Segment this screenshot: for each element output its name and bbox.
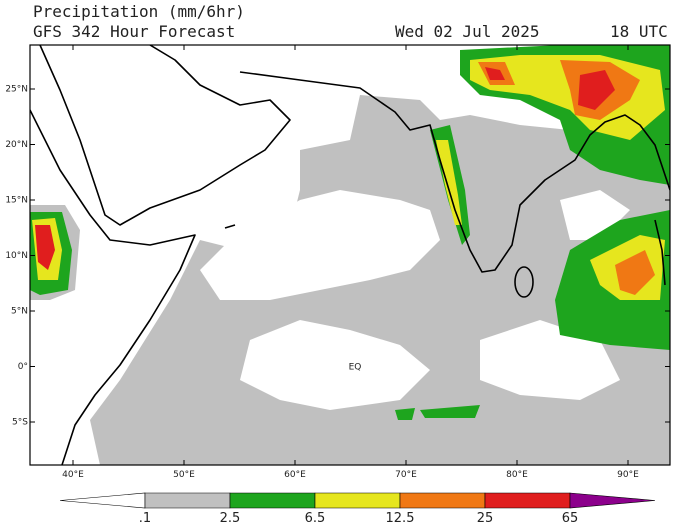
equator-label: EQ	[349, 363, 362, 373]
lat-label: 25°N	[5, 85, 28, 95]
precip-none	[200, 190, 440, 300]
lon-label: 50°E	[173, 470, 195, 480]
lon-label: 60°E	[284, 470, 306, 480]
colorbar-segment	[484, 492, 571, 509]
coastline	[654, 219, 666, 286]
colorbar-segment	[59, 492, 146, 509]
title: Precipitation (mm/6hr)	[33, 2, 245, 21]
coastline	[39, 45, 291, 226]
lat-label: 10°N	[5, 251, 28, 261]
precip-none	[240, 320, 430, 410]
colorbar-label: 12.5	[386, 511, 415, 525]
axis-ticks: 25°N 20°N 15°N 10°N 5°N 0° 5°S 40°E 50°E 60°E 70°E…	[5, 45, 670, 480]
colorbar-segment	[229, 492, 316, 509]
lat-label: 5°N	[11, 307, 28, 317]
time: 18 UTC	[610, 22, 668, 41]
colorbar-segment	[569, 492, 656, 509]
colorbar-segment	[144, 492, 231, 509]
lon-label: 90°E	[617, 470, 639, 480]
precip-moderate	[395, 125, 480, 420]
precip-heavy	[436, 140, 462, 225]
coastline	[224, 224, 236, 229]
lat-label: 0°	[18, 362, 28, 372]
sri-lanka	[514, 266, 534, 298]
colorbar: .1 2.5 6.5 12.5 25 65	[59, 492, 656, 525]
colorbar-segment	[314, 492, 401, 509]
lon-label: 40°E	[62, 470, 84, 480]
lat-label: 15°N	[5, 196, 28, 206]
date: Wed 02 Jul 2025	[395, 22, 540, 41]
colorbar-segment	[399, 492, 486, 509]
lon-label: 70°E	[395, 470, 417, 480]
precip-extreme	[485, 67, 615, 110]
precip-extreme	[35, 225, 55, 270]
subtitle: GFS 342 Hour Forecast	[33, 22, 235, 41]
lon-label: 80°E	[506, 470, 528, 480]
lat-label: 5°S	[12, 418, 28, 428]
precip-intense	[615, 250, 655, 295]
colorbar-label: 65	[562, 511, 579, 525]
colorbar-label: .1	[139, 511, 151, 525]
colorbar-label: 25	[477, 511, 494, 525]
lat-label: 20°N	[5, 140, 28, 150]
colorbar-label: 2.5	[220, 511, 241, 525]
map: EQ 25°N 20°N 15°N 10°N 5°N 0° 5°S 40°E 50°E 60°E 7…	[5, 44, 671, 480]
colorbar-label: 6.5	[305, 511, 326, 525]
coastline	[30, 109, 196, 465]
coastline	[239, 71, 670, 273]
